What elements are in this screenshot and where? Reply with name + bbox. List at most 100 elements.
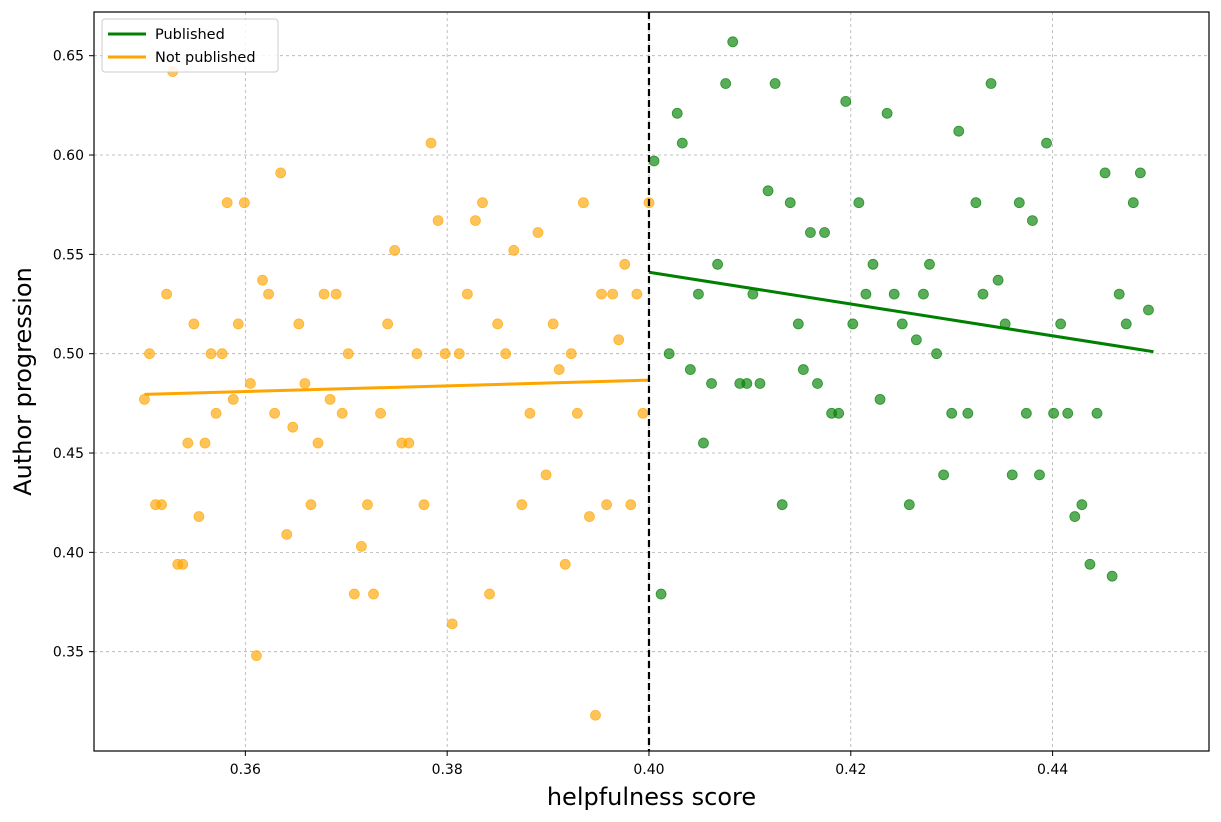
fit-line-layer (144, 270, 1154, 396)
legend-label-published: Published (155, 27, 225, 43)
data-point-not-published (625, 499, 637, 511)
x-tick-label: 0.38 (432, 762, 463, 778)
data-point-not-published (532, 227, 544, 238)
y-tick-label: 0.60 (53, 148, 84, 164)
point-layer (139, 36, 1154, 721)
data-point-not-published (330, 288, 342, 300)
data-point-published (712, 258, 723, 270)
data-point-not-published (577, 197, 589, 209)
data-point-published (840, 95, 852, 107)
data-point-not-published (177, 558, 189, 570)
data-point-published (918, 288, 929, 300)
data-point-not-published (221, 197, 233, 209)
data-point-published (698, 437, 709, 449)
data-point-not-published (584, 511, 595, 522)
data-point-not-published (205, 348, 217, 360)
data-point-not-published (446, 618, 458, 630)
data-point-not-published (559, 558, 571, 570)
data-point-published (1006, 469, 1018, 481)
data-point-not-published (210, 407, 222, 419)
data-point-not-published (299, 378, 311, 389)
data-point-published (776, 499, 788, 511)
data-point-published (1084, 558, 1096, 570)
data-point-published (860, 288, 872, 300)
data-point-not-published (161, 288, 173, 300)
data-point-published (1027, 215, 1038, 226)
data-point-not-published (571, 407, 583, 419)
data-point-published (727, 36, 739, 48)
data-point-published (720, 78, 732, 89)
data-point-published (663, 348, 675, 360)
data-point-not-published (362, 499, 373, 511)
data-point-published (1062, 407, 1074, 419)
data-point-not-published (389, 244, 401, 256)
data-point-published (874, 393, 886, 405)
data-point-published (762, 185, 774, 197)
data-point-not-published (411, 348, 423, 360)
data-point-published (1041, 137, 1052, 149)
data-point-not-published (355, 540, 367, 552)
data-point-published (985, 78, 997, 89)
data-point-not-published (637, 407, 649, 419)
data-point-published (992, 274, 1004, 286)
data-point-published (999, 318, 1011, 330)
data-point-not-published (199, 437, 211, 449)
data-point-not-published (613, 334, 625, 346)
data-point-not-published (144, 348, 155, 360)
fit-line-not-published (144, 378, 650, 396)
data-point-not-published (425, 137, 437, 149)
data-point-published (1020, 407, 1032, 419)
data-point-not-published (238, 197, 250, 209)
data-point-not-published (403, 437, 415, 449)
tick-layer: 0.36 0.38 0.40 0.42 0.44 0.35 0.40 0.45 0.50 0.55… (53, 49, 1068, 778)
x-tick-label: 0.42 (835, 762, 866, 778)
data-point-published (896, 318, 908, 330)
data-point-published (946, 407, 958, 419)
y-tick-label: 0.45 (53, 446, 84, 462)
data-point-published (1076, 499, 1088, 511)
data-point-not-published (368, 588, 379, 600)
data-point-not-published (275, 167, 287, 179)
data-point-published (953, 125, 965, 137)
data-point-not-published (553, 364, 565, 375)
data-point-not-published (418, 499, 430, 511)
fit-line-published (648, 270, 1154, 354)
data-point-not-published (477, 197, 488, 209)
data-point-not-published (251, 650, 262, 662)
data-point-not-published (607, 288, 619, 300)
data-point-not-published (193, 511, 205, 522)
data-point-published (833, 407, 845, 419)
data-point-published (684, 364, 696, 375)
data-point-published (888, 288, 900, 300)
data-point-not-published (269, 407, 281, 419)
data-point-published (805, 227, 816, 238)
legend-box (101, 18, 279, 73)
data-point-not-published (439, 348, 451, 360)
legend-label-not-published: Not published (155, 50, 256, 66)
x-tick-label: 0.36 (230, 762, 261, 778)
data-point-not-published (182, 437, 194, 449)
data-point-not-published (382, 318, 394, 330)
data-point-not-published (348, 588, 360, 600)
data-point-not-published (216, 348, 228, 360)
data-point-not-published (263, 288, 274, 300)
data-point-published (797, 364, 809, 375)
data-point-not-published (524, 407, 536, 419)
data-point-published (853, 197, 865, 209)
y-tick-label: 0.40 (53, 545, 84, 561)
x-tick-label: 0.44 (1037, 762, 1068, 778)
data-point-not-published (312, 437, 324, 449)
data-point-not-published (188, 318, 200, 330)
data-point-published (910, 334, 922, 346)
data-point-not-published (245, 378, 256, 389)
data-point-not-published (432, 215, 444, 226)
data-point-not-published (631, 288, 643, 300)
y-tick-label: 0.55 (53, 247, 84, 263)
data-point-not-published (453, 348, 465, 360)
data-point-not-published (601, 499, 612, 511)
data-point-not-published (232, 318, 244, 330)
data-point-published (1143, 304, 1154, 316)
data-point-published (924, 258, 935, 270)
data-point-not-published (619, 258, 631, 270)
